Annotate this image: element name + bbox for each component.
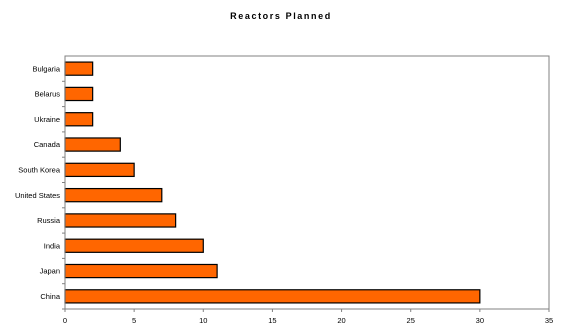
x-tick-label-15: 15 — [268, 316, 276, 325]
bar-ukraine — [64, 112, 94, 127]
category-label-japan: Japan — [40, 267, 60, 276]
bar-south-korea — [64, 162, 135, 178]
category-labels: China Japan India Russia United States South … — [15, 64, 65, 310]
bar-russia — [64, 213, 177, 228]
x-tick-label-30: 30 — [476, 316, 484, 325]
x-tick-label-10: 10 — [199, 316, 207, 325]
category-label-bulgaria: Bulgaria — [32, 64, 60, 73]
category-label-belarus: Belarus — [35, 90, 61, 99]
category-label-ukraine: Ukraine — [34, 115, 60, 124]
category-label-south-korea: South Korea — [18, 165, 61, 174]
chart-title: Reactors Planned — [230, 11, 332, 21]
category-label-china: China — [40, 292, 60, 301]
category-label-canada: Canada — [34, 140, 61, 149]
bar-japan — [64, 263, 218, 279]
bar-canada — [64, 137, 121, 152]
x-axis-ticks: 0 5 10 15 20 25 30 35 — [63, 309, 553, 325]
bar-china — [64, 289, 481, 304]
category-label-united-states: United States — [15, 191, 60, 200]
category-label-russia: Russia — [37, 216, 61, 225]
bar-bulgaria — [64, 61, 94, 76]
x-tick-label-35: 35 — [545, 316, 553, 325]
category-label-india: India — [44, 241, 61, 250]
bar-india — [64, 238, 204, 253]
bar-united-states — [64, 187, 163, 203]
bar-belarus — [64, 86, 94, 102]
x-tick-label-20: 20 — [337, 316, 345, 325]
x-tick-label-0: 0 — [63, 316, 67, 325]
x-tick-label-25: 25 — [407, 316, 415, 325]
bars-group — [64, 61, 481, 304]
x-tick-label-5: 5 — [132, 316, 136, 325]
